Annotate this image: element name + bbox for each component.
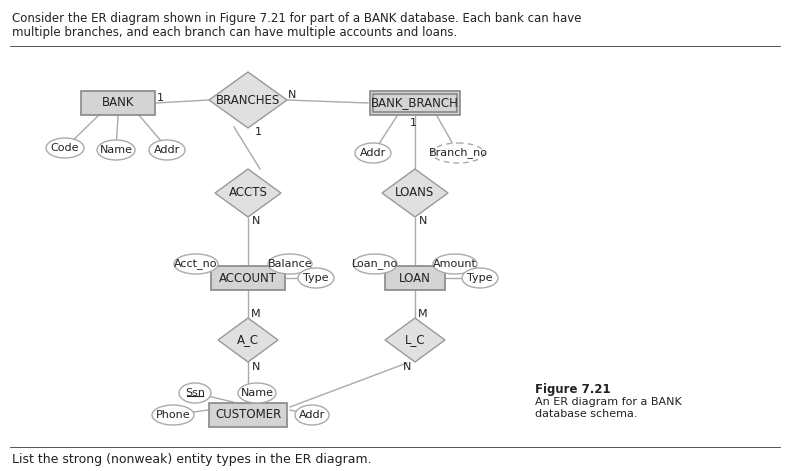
Text: Addr: Addr: [154, 145, 180, 155]
Text: N: N: [403, 362, 411, 372]
Text: CUSTOMER: CUSTOMER: [215, 408, 281, 422]
Bar: [209, 403, 287, 427]
Text: Type: Type: [303, 273, 329, 283]
Text: BANK: BANK: [102, 97, 134, 109]
Text: M: M: [252, 309, 261, 319]
Ellipse shape: [295, 405, 329, 425]
Text: Loan_no: Loan_no: [352, 259, 398, 269]
Bar: [211, 266, 285, 290]
Text: N: N: [418, 216, 427, 226]
Text: Name: Name: [100, 145, 133, 155]
Ellipse shape: [432, 143, 484, 163]
Ellipse shape: [97, 140, 135, 160]
Ellipse shape: [353, 254, 397, 274]
Text: Ssn: Ssn: [185, 388, 205, 398]
Text: Amount: Amount: [433, 259, 477, 269]
Text: M: M: [418, 309, 428, 319]
Text: 1: 1: [157, 93, 164, 103]
Ellipse shape: [149, 140, 185, 160]
Text: 1: 1: [410, 118, 417, 128]
Text: Consider the ER diagram shown in Figure 7.21 for part of a BANK database. Each b: Consider the ER diagram shown in Figure …: [12, 12, 581, 25]
Ellipse shape: [46, 138, 84, 158]
Text: LOAN: LOAN: [399, 271, 431, 284]
Text: Addr: Addr: [299, 410, 325, 420]
Ellipse shape: [462, 268, 498, 288]
Bar: [373, 94, 457, 112]
Text: List the strong (nonweak) entity types in the ER diagram.: List the strong (nonweak) entity types i…: [12, 453, 372, 466]
Text: Addr: Addr: [360, 148, 386, 158]
Text: Name: Name: [240, 388, 274, 398]
Text: N: N: [252, 362, 260, 372]
Polygon shape: [382, 169, 448, 217]
Text: N: N: [288, 90, 296, 100]
Text: Branch_no: Branch_no: [429, 147, 487, 158]
Text: A_C: A_C: [237, 333, 259, 347]
Bar: [81, 91, 155, 115]
Ellipse shape: [152, 405, 194, 425]
Text: ACCTS: ACCTS: [229, 187, 267, 200]
Ellipse shape: [298, 268, 334, 288]
Ellipse shape: [238, 383, 276, 403]
Text: multiple branches, and each branch can have multiple accounts and loans.: multiple branches, and each branch can h…: [12, 26, 457, 39]
Text: LOANS: LOANS: [396, 187, 434, 200]
Ellipse shape: [174, 254, 218, 274]
Text: Phone: Phone: [156, 410, 191, 420]
Text: Balance: Balance: [267, 259, 312, 269]
Polygon shape: [209, 72, 287, 128]
Text: Type: Type: [467, 273, 493, 283]
Text: An ER diagram for a BANK
database schema.: An ER diagram for a BANK database schema…: [535, 397, 682, 419]
Polygon shape: [215, 169, 281, 217]
Text: N: N: [252, 216, 260, 226]
Ellipse shape: [355, 143, 391, 163]
Text: Acct_no: Acct_no: [174, 259, 218, 269]
Text: ACCOUNT: ACCOUNT: [219, 271, 277, 284]
Ellipse shape: [433, 254, 477, 274]
Text: Figure 7.21: Figure 7.21: [535, 383, 611, 396]
Bar: [385, 266, 445, 290]
Bar: [370, 91, 460, 115]
Text: 1: 1: [255, 127, 262, 137]
Ellipse shape: [268, 254, 312, 274]
Polygon shape: [385, 318, 445, 362]
Polygon shape: [218, 318, 278, 362]
Text: BRANCHES: BRANCHES: [216, 94, 280, 106]
Text: L_C: L_C: [405, 333, 426, 347]
Text: Code: Code: [51, 143, 79, 153]
Ellipse shape: [179, 383, 211, 403]
Text: BANK_BRANCH: BANK_BRANCH: [371, 97, 459, 109]
